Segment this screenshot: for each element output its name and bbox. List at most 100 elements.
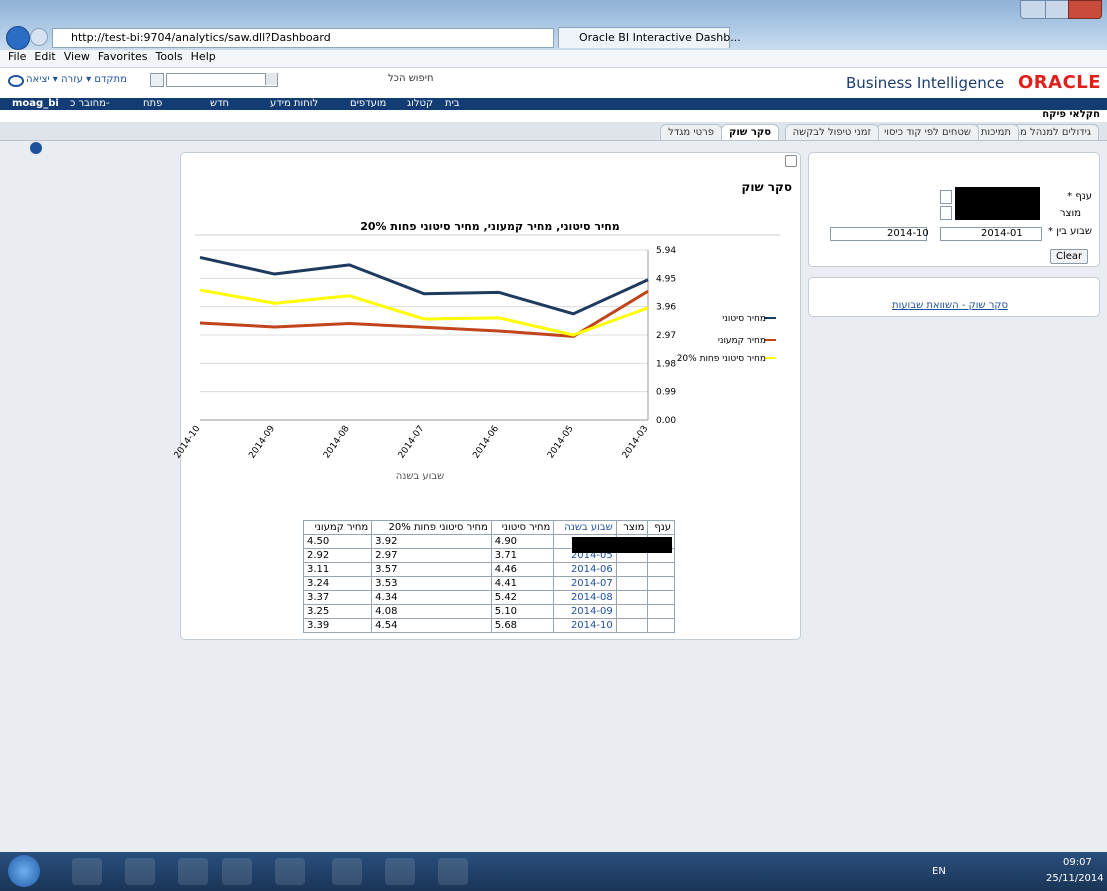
column-header: מחיר סיטוני פחות 20% — [371, 520, 492, 535]
field-label: ענף * — [1067, 191, 1092, 202]
taskbar-icon[interactable] — [178, 858, 208, 885]
nav-item[interactable]: חדש — [210, 98, 230, 109]
x-tick-label: 2014-05 — [546, 424, 576, 461]
cell — [615, 618, 649, 633]
nav-item[interactable]: מועדפים — [350, 98, 387, 109]
search-go[interactable] — [150, 73, 164, 87]
search-scope-arrow[interactable] — [265, 73, 277, 85]
nav-signed-in: מחובר כ- — [70, 98, 110, 109]
cell[interactable]: 2014-07 — [553, 576, 617, 591]
close-button[interactable] — [1068, 0, 1102, 19]
header-link[interactable]: מתקדם — [94, 74, 127, 85]
dashboard-tab[interactable]: תמיכות — [972, 124, 1019, 140]
browser-tab[interactable]: Oracle BI Interactive Dashb... — [558, 27, 741, 48]
dashboard-tab[interactable]: זמני טיפול לבקשה — [784, 124, 879, 140]
taskbar-icon[interactable] — [72, 858, 102, 885]
menu-item[interactable]: Tools — [155, 50, 183, 63]
cell — [647, 618, 675, 633]
redacted — [572, 537, 672, 553]
dashboard-tab[interactable]: סקר שוק — [720, 124, 779, 140]
y-tick-label: 0.00 — [656, 416, 676, 426]
header-link[interactable]: עזרה — [61, 74, 83, 85]
search-label: חיפוש — [408, 73, 434, 84]
header-links: מתקדם ▾ עזרה ▾ יציאה — [26, 74, 127, 85]
taskbar-icon[interactable] — [385, 858, 415, 885]
taskbar-icon[interactable] — [125, 858, 155, 885]
menu-bar: File Edit View Favorites Tools Help — [0, 50, 1107, 68]
language[interactable]: EN — [932, 866, 946, 877]
x-tick-label: 2014-10 — [173, 424, 203, 461]
start-button[interactable] — [8, 855, 40, 887]
nav-item[interactable]: קטלוג — [407, 98, 434, 109]
cell: 3.25 — [302, 604, 373, 619]
dropdown[interactable] — [940, 206, 952, 220]
cell — [615, 590, 649, 605]
cell — [615, 576, 649, 591]
menu-item[interactable]: Edit — [34, 50, 56, 63]
menu-item[interactable]: File — [8, 50, 27, 63]
column-header: מחיר קמעוני — [302, 520, 373, 535]
cell[interactable]: 2014-10 — [553, 618, 617, 633]
taskbar-icon[interactable] — [332, 858, 362, 885]
header-link[interactable]: יציאה — [26, 74, 50, 85]
cell: 3.11 — [302, 562, 373, 577]
column-header: מחיר סיטוני — [490, 520, 555, 535]
chart-title: מחיר סיטוני, מחיר קמעוני, מחיר סיטוני פח… — [360, 220, 619, 233]
search-scope: הכל — [388, 73, 406, 84]
dashboard-name: חקלאי פיקח — [1042, 109, 1100, 120]
cell[interactable]: 2014-06 — [553, 562, 617, 577]
menu-item[interactable]: Favorites — [97, 50, 148, 63]
nav-item[interactable]: פתח — [143, 98, 163, 109]
y-tick-label: 4.95 — [656, 274, 676, 284]
clear-button[interactable]: Clear — [1050, 249, 1089, 264]
collapse-button[interactable] — [785, 155, 797, 167]
cell: 5.42 — [490, 590, 555, 605]
nav-user[interactable]: moag_bi — [12, 98, 59, 109]
from-field[interactable]: 2014-01 — [940, 227, 1042, 241]
cell: 3.37 — [302, 590, 373, 605]
dashboard-tab[interactable]: שטחים לפי קוד כיסוי — [876, 124, 979, 140]
menu-item[interactable]: View — [63, 50, 90, 63]
y-tick-label: 2.97 — [656, 331, 676, 341]
header-row: ענף מוצר שבוע בשנה מחיר סיטוני מחיר סיטוני פ… — [302, 520, 675, 535]
cell[interactable]: 2014-09 — [553, 604, 617, 619]
cell — [647, 576, 675, 591]
y-tick-label: 0.99 — [656, 388, 676, 398]
search-field[interactable] — [166, 73, 278, 87]
cell: 4.08 — [371, 604, 492, 619]
cell: 5.10 — [490, 604, 555, 619]
clock-date: 25/11/2014 — [1046, 873, 1104, 884]
report-link[interactable]: סקר שוק - השוואת שבועות — [892, 300, 1008, 311]
brand: Business Intelligence — [846, 74, 1005, 92]
dashboard-tab[interactable]: פרטי מגדל — [660, 124, 722, 140]
cell: 2.97 — [371, 548, 492, 563]
nav-item[interactable]: לוחות מידע — [270, 98, 319, 109]
cell — [647, 562, 675, 577]
url-field[interactable]: http://test-bi:9704/analytics/saw.dll?Da… — [52, 28, 554, 48]
x-tick-label: 2014-07 — [397, 424, 427, 461]
x-axis-title: שבוע בשנה — [396, 471, 444, 482]
menu-item[interactable]: Help — [190, 50, 216, 63]
taskbar-icon[interactable] — [222, 858, 252, 885]
legend-label: מחיר קמעוני — [718, 336, 766, 346]
taskbar-icon[interactable] — [438, 858, 468, 885]
field-label: מוצר — [1059, 208, 1081, 219]
back-button[interactable] — [6, 26, 30, 50]
x-tick-label: 2014-03 — [621, 424, 651, 461]
help-icon[interactable] — [30, 142, 42, 154]
dropdown[interactable] — [940, 190, 952, 204]
cell: 3.39 — [302, 618, 373, 633]
cell[interactable]: 2014-08 — [553, 590, 617, 605]
column-header: ענף — [647, 520, 675, 535]
table-row: 2014-07 4.41 3.53 3.24 — [302, 576, 675, 591]
cell: 5.68 — [490, 618, 555, 633]
tab-title: Oracle BI Interactive Dashb... — [579, 31, 741, 44]
redacted — [955, 187, 1040, 220]
taskbar-icon[interactable] — [275, 858, 305, 885]
from-value: 2014-01 — [981, 228, 1023, 239]
forward-button[interactable] — [30, 28, 48, 46]
to-field[interactable]: 2014-10 — [830, 227, 929, 241]
cell — [615, 562, 649, 577]
nav-item[interactable]: בית — [445, 98, 460, 109]
